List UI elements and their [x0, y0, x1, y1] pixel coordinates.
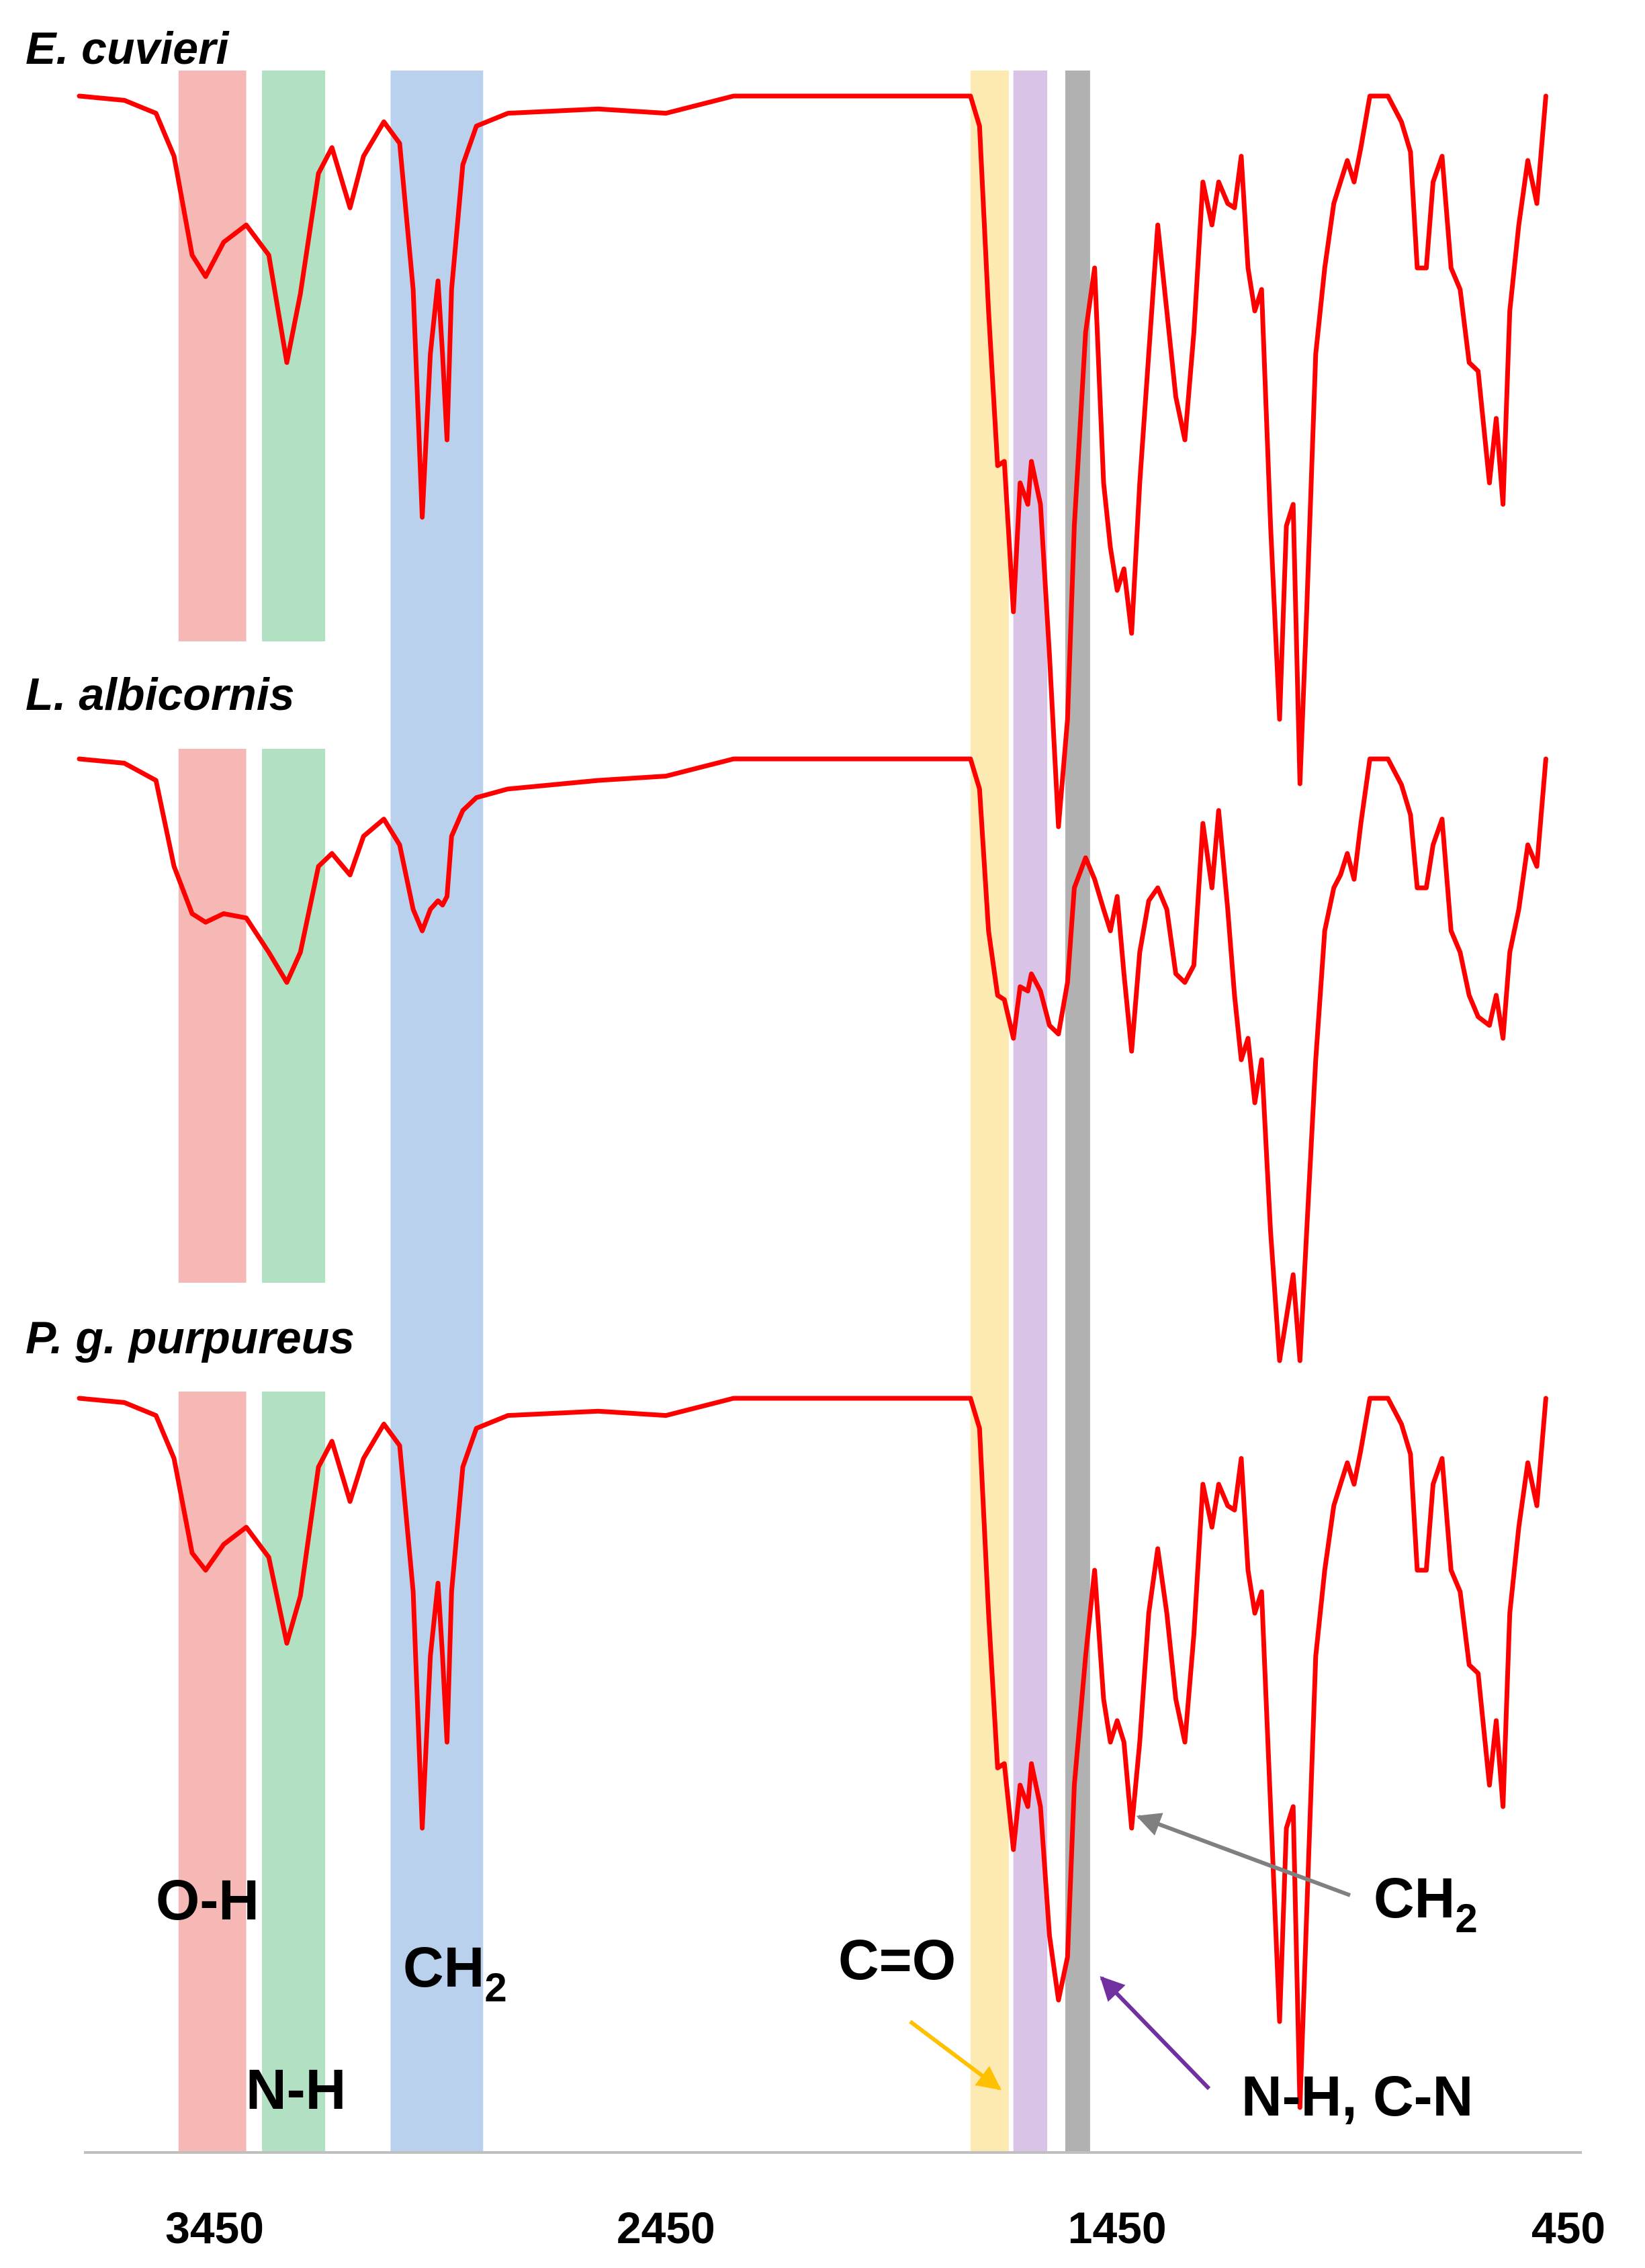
band-1-panel-1: [262, 749, 326, 1283]
annotation-ch2-left-main: CH: [403, 1936, 484, 1999]
annotation-nh: N-H: [246, 2058, 346, 2121]
band-0-panel-2: [178, 1392, 247, 2152]
band-1-panel-2: [262, 1392, 326, 2152]
species-label-1: L. albicornis: [26, 669, 295, 720]
species-label-2: P. g. purpureus: [26, 1312, 355, 1363]
x-tick-label-2: 1450: [1068, 2203, 1167, 2253]
annotation-ch2-right-main: CH: [1374, 1866, 1455, 1930]
annotation-nh-cn: N-H, C-N: [1241, 2065, 1473, 2128]
annotation-ch2-right: CH2: [1374, 1866, 1478, 1941]
band-1-panel-0: [262, 71, 326, 641]
band-0-panel-0: [178, 71, 247, 641]
spectra-layer: [77, 93, 1548, 2110]
band-3: [970, 71, 1009, 2152]
spectrum-line-0: [77, 93, 1548, 829]
annotation-co: C=O: [838, 1928, 956, 1991]
arrow-ch2: [1136, 1813, 1351, 1897]
x-tick-layer: 3450 2450 1450 450: [165, 2203, 1605, 2253]
arrow-nh-cn: [1100, 1976, 1211, 2091]
spectrum-line-2: [77, 1396, 1548, 2110]
band-0-panel-1: [178, 749, 247, 1283]
species-label-layer: E. cuvieri L. albicornis P. g. purpureus: [26, 23, 355, 1363]
species-label-0: E. cuvieri: [26, 23, 230, 74]
band-layer: [178, 71, 1090, 2152]
annotation-oh: O-H: [156, 1868, 259, 1932]
x-tick-label-0: 3450: [165, 2203, 264, 2253]
arrow-co: [909, 2020, 1002, 2091]
band-2: [390, 71, 484, 2152]
x-tick-label-3: 450: [1531, 2203, 1605, 2253]
spectrum-line-1: [77, 756, 1548, 1363]
x-tick-label-1: 2450: [617, 2203, 715, 2253]
annotation-ch2-left: CH2: [403, 1936, 507, 2010]
annotation-ch2-left-sub: 2: [484, 1965, 506, 2010]
band-5: [1065, 71, 1090, 2152]
annotation-ch2-right-sub: 2: [1455, 1896, 1477, 1941]
